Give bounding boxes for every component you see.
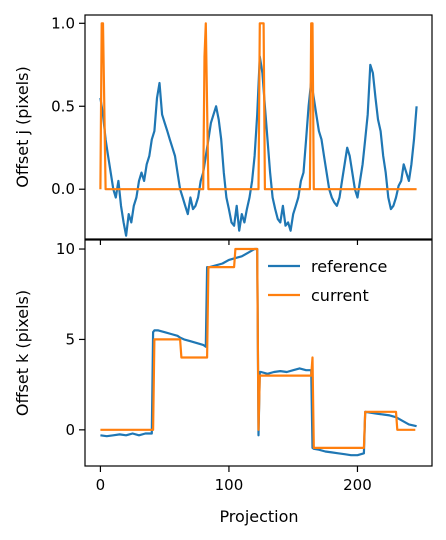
- bottom-y-tick-label: 10: [56, 240, 75, 258]
- bottom-x-tick-label: 0: [96, 476, 106, 494]
- top-y-tick-label: 0.5: [51, 97, 75, 115]
- bottom-x-tick-label: 200: [343, 476, 372, 494]
- top-y-tick-label: 0.0: [51, 180, 75, 198]
- top-axes-frame: [84, 14, 433, 240]
- top-plot-area: [99, 22, 418, 237]
- bottom-panel: 0 5 10 0 100 200 Offset k (pixels) Projectio…: [13, 239, 433, 526]
- legend: reference current: [268, 257, 387, 305]
- bottom-x-tick-label: 100: [215, 476, 244, 494]
- x-axis-label: Projection: [219, 507, 298, 526]
- bottom-y-axis: 0 5 10: [56, 240, 85, 439]
- top-y-axis-label: Offset j (pixels): [13, 66, 32, 187]
- top-line-series-2: [99, 22, 417, 191]
- legend-label-reference: reference: [311, 257, 387, 276]
- top-panel: 0.0 0.5 1.0 Offset j (pixels): [13, 14, 433, 245]
- bottom-y-tick-label: 0: [65, 421, 75, 439]
- top-y-tick-label: 1.0: [51, 14, 75, 32]
- bottom-line-current: [100, 247, 416, 449]
- legend-label-current: current: [311, 286, 369, 305]
- bottom-plot-area: [100, 247, 417, 457]
- bottom-axes-frame: [84, 239, 433, 467]
- top-y-axis: 0.0 0.5 1.0: [51, 14, 85, 198]
- bottom-y-axis-label: Offset k (pixels): [13, 290, 32, 416]
- bottom-x-axis: 0 100 200: [96, 466, 372, 494]
- bottom-y-tick-label: 5: [65, 330, 75, 348]
